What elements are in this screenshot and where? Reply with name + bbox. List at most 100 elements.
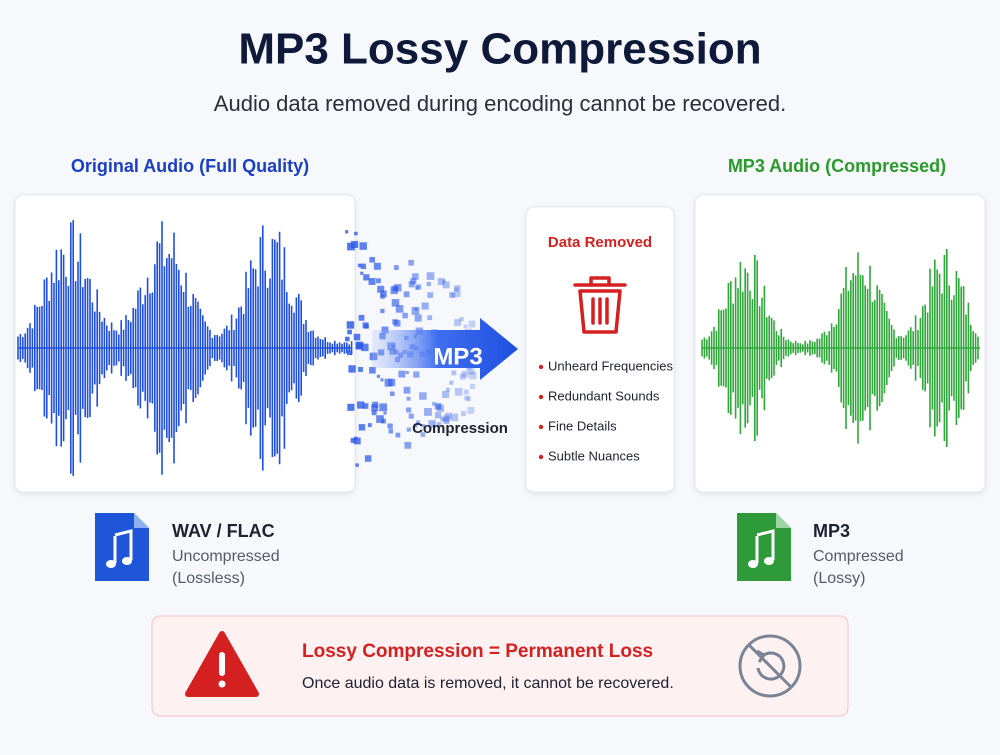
compressed-waveform — [701, 248, 980, 448]
pixel — [463, 389, 469, 395]
pixel — [406, 407, 412, 413]
pixel — [436, 422, 442, 427]
compressed-description: (Lossy) — [813, 570, 865, 587]
pixel — [467, 367, 475, 375]
warning-box — [151, 615, 849, 717]
pixel — [359, 242, 367, 250]
pixel — [459, 373, 466, 380]
pixel — [442, 279, 446, 283]
pixel — [406, 396, 411, 401]
bullet — [538, 454, 544, 460]
pixel — [393, 320, 401, 327]
pixel — [412, 273, 419, 280]
pixel — [406, 427, 411, 432]
removed-item: Unheard Frequencies — [548, 358, 674, 373]
pixel — [345, 230, 349, 234]
pixel — [364, 323, 369, 329]
pixel — [364, 455, 372, 462]
pixel — [459, 317, 464, 322]
removed-list: Unheard Frequencies Redundant Sounds Fine … — [538, 358, 674, 463]
original-label: Original Audio (Full Quality) — [71, 156, 309, 176]
pixel — [358, 366, 363, 372]
pixel — [421, 423, 425, 428]
bullet — [538, 394, 544, 400]
pixel — [455, 291, 461, 297]
bullet — [538, 364, 544, 370]
pixel — [398, 370, 406, 378]
pixel — [427, 292, 434, 299]
pixel — [357, 263, 362, 268]
compressed-label: MP3 Audio (Compressed) — [728, 156, 946, 176]
pixel — [440, 416, 445, 422]
pixel — [454, 287, 459, 292]
pixel — [380, 294, 385, 299]
pixel — [403, 291, 410, 298]
pixel — [445, 387, 450, 392]
pixel — [414, 307, 418, 311]
trash-icon — [573, 276, 627, 334]
pixel — [415, 285, 420, 290]
pixel — [383, 411, 387, 415]
compressed-description: Compressed — [813, 548, 904, 565]
pixel — [380, 308, 385, 314]
pixel — [350, 437, 356, 443]
pixel — [377, 285, 385, 293]
pixel — [348, 365, 356, 373]
compression-arrow — [372, 318, 518, 380]
no-recovery-icon — [738, 634, 802, 698]
removed-item: Subtle Nuances — [548, 448, 640, 463]
pixel — [426, 272, 435, 280]
pixel — [387, 378, 396, 387]
pixel — [460, 410, 467, 417]
bullet — [538, 424, 544, 430]
pixel — [468, 371, 477, 380]
pixel — [371, 410, 377, 416]
original-waveform — [17, 220, 353, 476]
pixel — [432, 401, 436, 406]
pixel — [434, 402, 442, 410]
title: MP3 Lossy Compression — [238, 25, 761, 74]
removed-item: Fine Details — [548, 418, 617, 433]
pixel — [367, 423, 372, 428]
pixel — [416, 420, 420, 425]
pixel — [358, 314, 365, 321]
pixel — [345, 336, 350, 342]
pixel — [413, 371, 420, 378]
pixel — [376, 374, 381, 378]
pixel — [421, 302, 429, 310]
original-description: Uncompressed — [172, 548, 280, 565]
pixel — [449, 291, 455, 298]
pixel — [360, 263, 367, 270]
pixel — [408, 259, 414, 266]
pixel — [408, 281, 415, 288]
pixel — [390, 286, 399, 295]
pixel — [467, 406, 475, 414]
pixel — [391, 299, 400, 307]
compressed-format: MP3 — [813, 521, 850, 541]
pixel — [404, 441, 412, 449]
pixel — [469, 383, 476, 389]
pixel — [434, 412, 442, 419]
compressed-panel — [694, 194, 986, 493]
pixel — [369, 366, 376, 374]
pixel — [353, 437, 361, 445]
pixel — [380, 378, 384, 382]
pixel — [444, 412, 452, 420]
pixel — [464, 395, 470, 401]
warning-icon — [185, 631, 259, 697]
pixel — [450, 413, 459, 422]
pixel — [361, 343, 369, 352]
arrow-caption: Compression — [412, 420, 508, 437]
pixel — [463, 324, 468, 329]
pixel — [410, 278, 417, 285]
removed-card — [525, 206, 675, 493]
pixel — [420, 432, 426, 437]
compressed-file-icon — [737, 513, 791, 581]
pixel — [355, 343, 362, 350]
pixel — [358, 424, 366, 431]
pixel — [428, 420, 436, 428]
arrow-label: MP3 — [433, 343, 482, 370]
pixel — [347, 329, 352, 335]
pixel — [419, 392, 427, 400]
